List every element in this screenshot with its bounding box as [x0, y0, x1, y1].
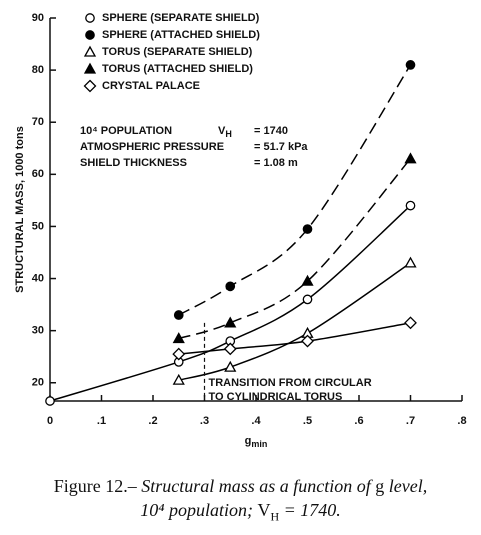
- marker: [172, 347, 186, 361]
- marker: [45, 396, 55, 406]
- caption-line: 10⁴ population; VH = 1740.: [0, 498, 481, 529]
- marker: [301, 274, 314, 286]
- y-axis-label: STRUCTURAL MASS, 1000 tons: [14, 126, 26, 293]
- caption-text: level,: [384, 476, 428, 496]
- marker: [302, 294, 313, 305]
- caption-text: Figure 12.–: [53, 476, 142, 496]
- caption-line: Figure 12.– Structural mass as a functio…: [0, 474, 481, 498]
- marker: [404, 256, 417, 268]
- y-tick-label: 50: [32, 220, 44, 232]
- marker: [172, 373, 185, 385]
- legend-marker: [83, 62, 97, 74]
- marker: [224, 316, 237, 328]
- caption-text: g: [375, 476, 385, 496]
- caption-text: = 1740.: [279, 500, 341, 520]
- transition-label: TO CYLINDRICAL TORUS: [209, 391, 343, 403]
- parameter-value: = 1.08 m: [254, 157, 298, 169]
- y-tick-label: 90: [32, 12, 44, 24]
- chart: 20 30 40 50 60 70 80 90 0 .1 .2 .3 .4 .5 .6 .7 .8 STRUCTU…: [14, 12, 467, 449]
- y-tick-label: 70: [32, 116, 44, 128]
- caption-text: V: [257, 500, 271, 520]
- marker: [405, 200, 416, 211]
- caption-text: 10⁴ population;: [140, 500, 258, 520]
- transition-label: TRANSITION FROM CIRCULAR: [209, 377, 372, 389]
- marker: [172, 332, 185, 344]
- x-tick-label: .7: [406, 415, 415, 427]
- marker: [225, 281, 236, 292]
- caption: Figure 12.– Structural mass as a functio…: [0, 474, 481, 529]
- legend-label: TORUS (SEPARATE SHIELD): [102, 46, 253, 58]
- x-tick-label: .3: [200, 415, 209, 427]
- y-tick-label: 60: [32, 168, 44, 180]
- parameter-name: ATMOSPHERIC PRESSURE: [80, 141, 224, 153]
- parameter-value: = 51.7 kPa: [254, 141, 308, 153]
- marker: [405, 60, 416, 70]
- series-line: [178, 158, 412, 340]
- x-tick-label: .1: [97, 415, 106, 427]
- x-tick-label: .4: [251, 415, 261, 427]
- caption-text: H: [270, 509, 280, 524]
- marker: [301, 334, 314, 348]
- parameter-symbol-main: V: [218, 125, 226, 137]
- legend-marker: [83, 45, 97, 57]
- marker: [224, 360, 237, 372]
- legend-label: SPHERE (ATTACHED SHIELD): [102, 29, 260, 41]
- y-tick-label: 20: [32, 377, 44, 389]
- x-axis-label-sub: min: [251, 439, 267, 449]
- caption-text: Structural mass as a function of: [141, 476, 376, 496]
- x-tick-label: .2: [148, 415, 157, 427]
- legend-label: CRYSTAL PALACE: [102, 80, 200, 92]
- legend-marker: [85, 13, 95, 23]
- x-axis-label-main: g: [245, 435, 252, 447]
- marker: [404, 152, 417, 164]
- legend-label: TORUS (ATTACHED SHIELD): [102, 63, 253, 75]
- marker: [404, 316, 417, 330]
- marker: [223, 342, 237, 356]
- marker: [173, 310, 184, 320]
- y-tick-label: 30: [32, 325, 44, 337]
- parameter-name: 10⁴ POPULATION: [80, 125, 172, 137]
- legend-label: SPHERE (SEPARATE SHIELD): [102, 12, 260, 24]
- series-line: [178, 262, 411, 381]
- y-tick-label: 40: [32, 272, 44, 284]
- series-line: [178, 64, 412, 316]
- x-axis-label: gmin: [245, 435, 268, 449]
- legend-marker: [85, 30, 95, 40]
- legend-marker: [83, 79, 97, 93]
- y-tick-label: 80: [32, 64, 44, 76]
- x-tick-label: .8: [457, 415, 466, 427]
- x-tick-label: .6: [354, 415, 363, 427]
- parameter-value: = 1740: [254, 125, 288, 137]
- parameter-name: SHIELD THICKNESS: [80, 157, 187, 169]
- parameter-symbol-sub: H: [225, 129, 232, 139]
- marker: [302, 224, 313, 234]
- x-tick-label: .5: [303, 415, 312, 427]
- parameter-symbol: VH: [218, 125, 232, 139]
- x-tick-label: 0: [47, 415, 53, 427]
